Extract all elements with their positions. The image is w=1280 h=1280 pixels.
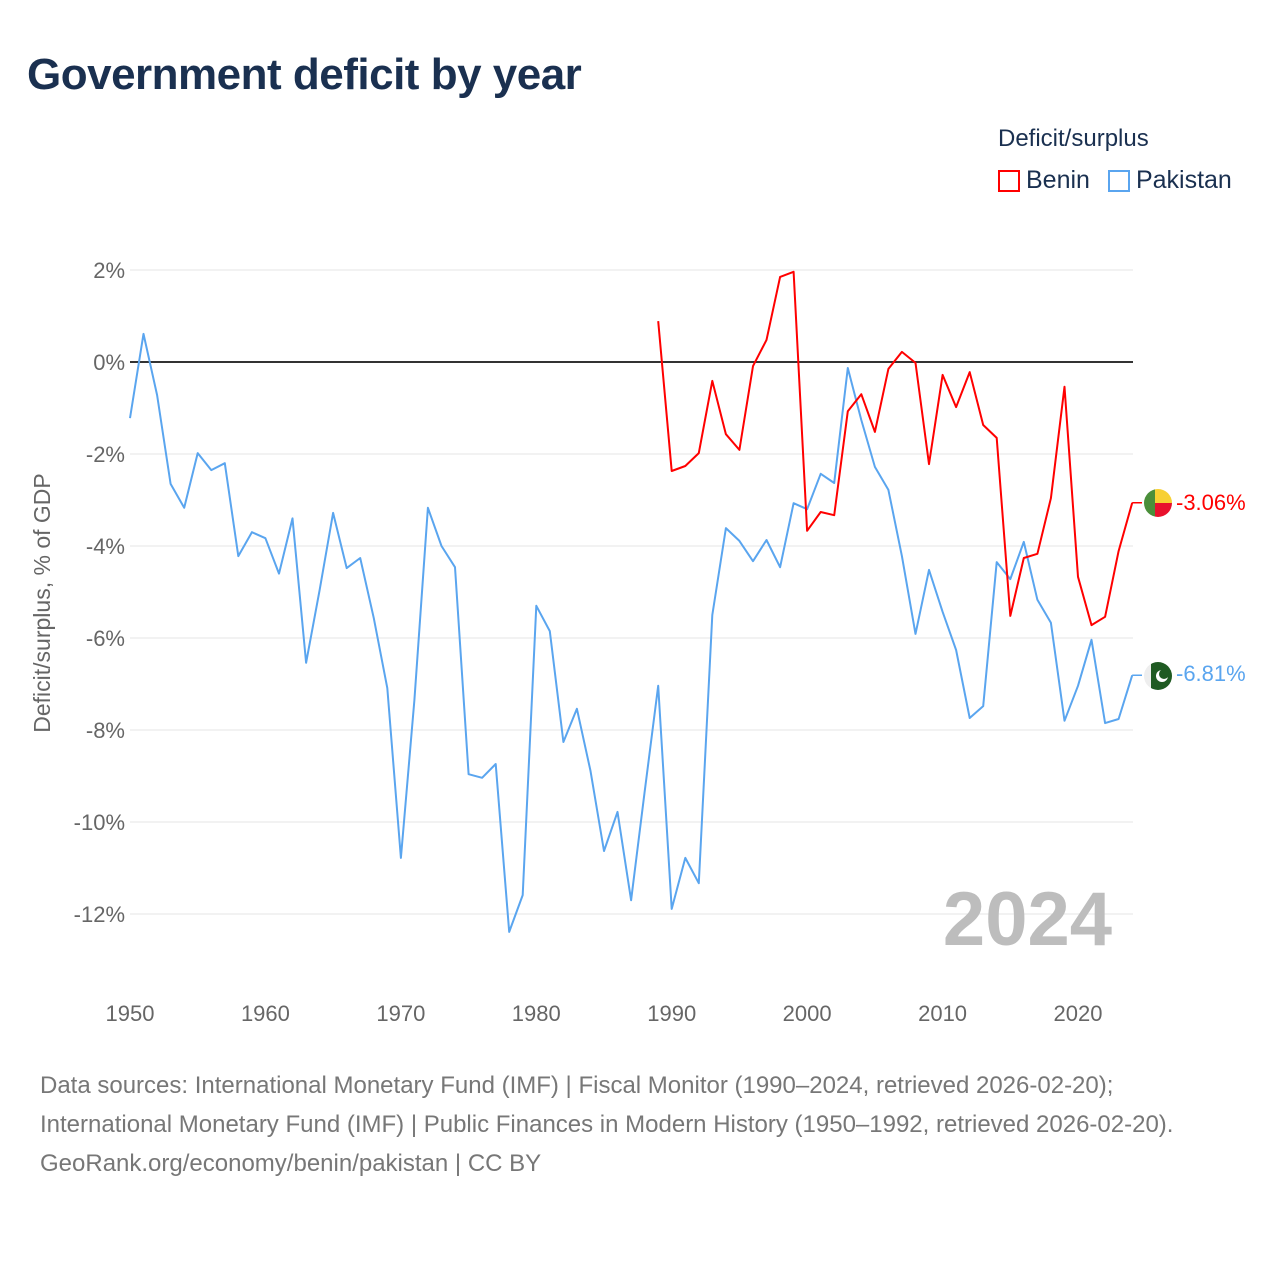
y-tick-label: -2%	[86, 442, 125, 467]
series-line-benin[interactable]	[657, 270, 1134, 627]
year-watermark: 2024	[943, 877, 1112, 962]
legend-label-pakistan: Pakistan	[1135, 166, 1232, 194]
y-tick-label: -8%	[86, 718, 125, 743]
y-tick-label: 2%	[93, 258, 125, 283]
legend-title: Deficit/surplus	[998, 125, 1149, 152]
benin-flag-icon	[1144, 489, 1172, 517]
x-tick-label: 1970	[376, 1001, 425, 1026]
legend-label-benin: Benin	[1026, 166, 1090, 194]
series-line-pakistan[interactable]	[129, 332, 1134, 933]
y-tick-label: -4%	[86, 534, 125, 559]
benin-end-label: -3.06%	[1176, 490, 1246, 515]
x-tick-label: 2000	[783, 1001, 832, 1026]
line-chart: 2% 0% -2% -4% -6% -8% -10% -12% 1950 1960 1970 1980…	[29, 258, 1246, 1026]
x-tick-label: 1980	[512, 1001, 561, 1026]
y-axis-label: Deficit/surplus, % of GDP	[29, 473, 55, 732]
x-tick-label: 1960	[241, 1001, 290, 1026]
x-tick-label: 1950	[106, 1001, 155, 1026]
chart-title: Government deficit by year	[27, 50, 582, 99]
pakistan-flag-icon	[1144, 662, 1172, 690]
y-tick-label: 0%	[93, 350, 125, 375]
y-tick-label: -6%	[86, 626, 125, 651]
credit-link[interactable]: GeoRank.org/economy/benin/pakistan | CC …	[40, 1150, 542, 1177]
x-tick-label: 1990	[647, 1001, 696, 1026]
data-sources: Data sources: International Monetary Fun…	[40, 1072, 1174, 1138]
legend-swatch-pakistan	[1107, 169, 1130, 192]
x-tick-label: 2010	[918, 1001, 967, 1026]
x-tick-label: 2020	[1054, 1001, 1103, 1026]
legend-swatch-benin	[998, 169, 1020, 192]
legend: Benin Pakistan	[998, 166, 1232, 195]
footer: Data sources: International Monetary Fun…	[40, 1066, 1240, 1183]
legend-item-pakistan[interactable]: Pakistan	[1107, 166, 1232, 195]
y-tick-label: -10%	[74, 810, 125, 835]
legend-item-benin[interactable]: Benin	[998, 166, 1090, 195]
y-tick-label: -12%	[74, 902, 125, 927]
pakistan-end-label: -6.81%	[1176, 661, 1246, 686]
